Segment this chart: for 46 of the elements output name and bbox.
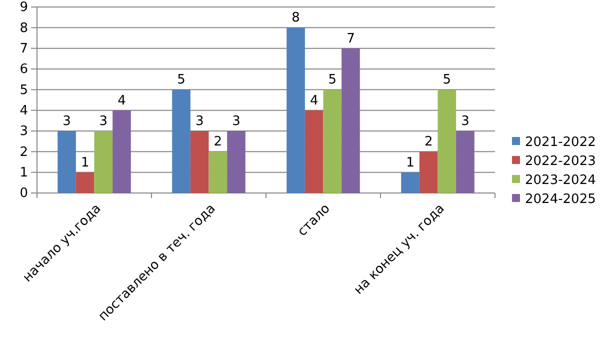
bar [419,152,438,193]
data-label: 1 [80,155,90,170]
bar [190,131,209,193]
y-tick-label: 3 [20,124,28,140]
bar [227,131,246,193]
y-tick-label: 9 [20,0,28,16]
y-tick-label: 5 [20,82,28,98]
bar [456,131,474,193]
data-label: 7 [346,31,355,46]
y-tick-label: 1 [20,165,28,180]
bar [323,90,342,193]
y-tick-label: 6 [20,62,28,78]
data-label: 5 [442,72,452,88]
bar [76,172,94,193]
data-label: 1 [406,155,414,170]
y-tick-label: 2 [20,144,28,160]
data-label: 3 [195,114,204,129]
data-label: 3 [62,114,71,129]
bar [304,110,324,193]
data-label: 3 [99,114,108,129]
legend-label: 2023-2024 [525,173,596,188]
y-tick-label: 0 [20,186,28,202]
bar [112,110,131,193]
legend-label: 2024-2025 [525,192,596,207]
y-tick-label: 7 [20,41,28,56]
data-label: 8 [292,10,300,26]
data-label: 4 [118,93,126,108]
bar [342,48,360,193]
data-label: 2 [214,134,222,150]
bar [286,28,305,193]
bar [208,152,228,193]
data-label: 2 [424,134,433,150]
bar [438,90,456,193]
bar [94,131,113,193]
data-label: 5 [177,72,186,88]
bar [172,90,190,193]
data-label: 3 [461,114,470,129]
bar [401,172,420,193]
legend-label: 2021-2022 [525,135,596,150]
legend-label: 2022-2023 [525,154,596,169]
y-tick-label: 8 [20,20,28,36]
y-tick-label: 4 [20,103,28,118]
data-label: 3 [232,114,240,129]
data-label: 5 [328,72,337,88]
data-label: 4 [310,93,318,108]
bar [58,131,76,193]
